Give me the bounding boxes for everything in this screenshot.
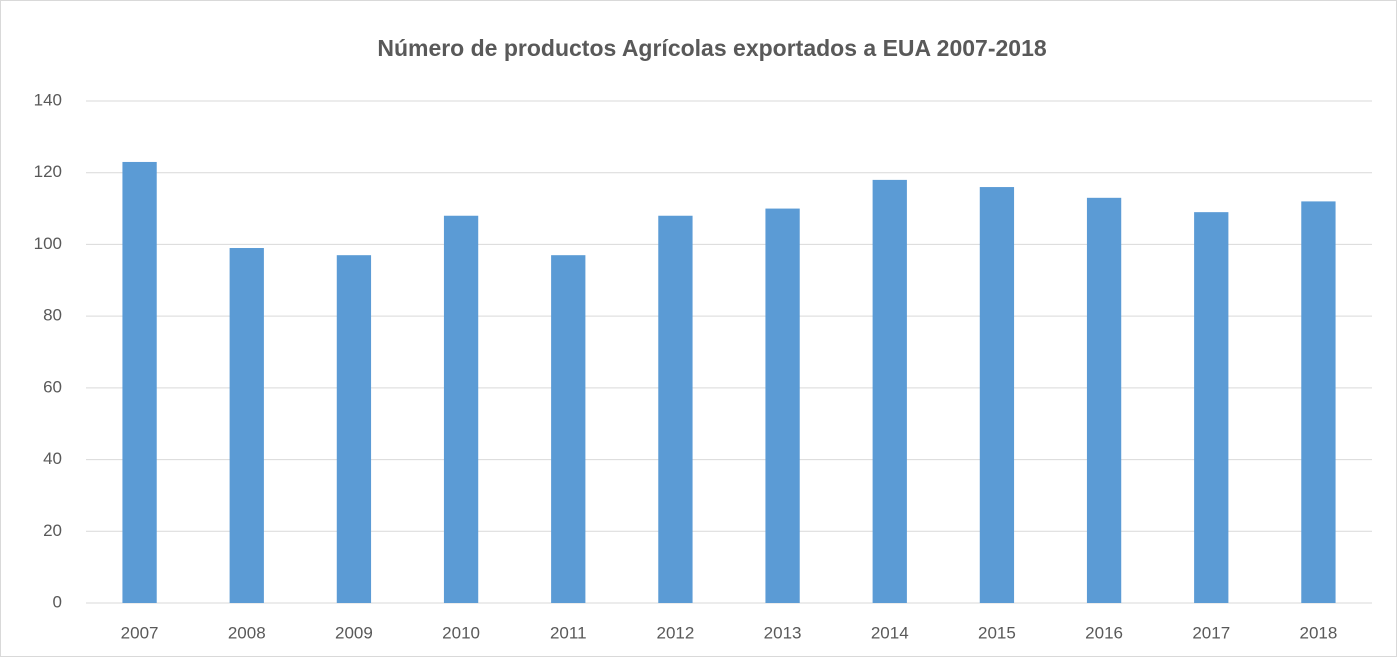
y-tick-label: 100 (34, 234, 62, 253)
chart-title: Número de productos Agrícolas exportados… (377, 35, 1047, 61)
y-tick-label: 0 (53, 592, 62, 611)
x-tick-label: 2013 (764, 623, 802, 642)
bar (765, 208, 800, 604)
bar (1301, 201, 1336, 603)
bar (443, 215, 479, 603)
x-tick-label: 2012 (657, 623, 695, 642)
bar (229, 248, 264, 603)
y-tick-label: 60 (43, 377, 62, 396)
bar (551, 255, 586, 603)
x-tick-label: 2016 (1085, 623, 1123, 642)
x-tick-label: 2015 (978, 623, 1016, 642)
x-tick-label: 2007 (121, 623, 159, 642)
bar (872, 179, 907, 603)
x-tick-label: 2017 (1192, 623, 1230, 642)
y-tick-label: 80 (43, 306, 62, 325)
bar (1194, 212, 1229, 603)
x-tick-label: 2011 (550, 623, 587, 642)
x-tick-label: 2008 (228, 623, 266, 642)
x-tick-label: 2014 (871, 623, 909, 642)
y-tick-label: 120 (34, 162, 62, 181)
bar (658, 215, 693, 603)
x-tick-label: 2010 (442, 623, 480, 642)
bar (1086, 197, 1122, 604)
bar (336, 255, 372, 603)
bar (122, 161, 157, 603)
bar (979, 187, 1015, 604)
y-tick-label: 140 (34, 90, 62, 109)
y-tick-label: 20 (43, 521, 62, 540)
y-tick-label: 40 (43, 449, 62, 468)
x-tick-label: 2009 (335, 623, 373, 642)
x-tick-label: 2018 (1300, 623, 1338, 642)
